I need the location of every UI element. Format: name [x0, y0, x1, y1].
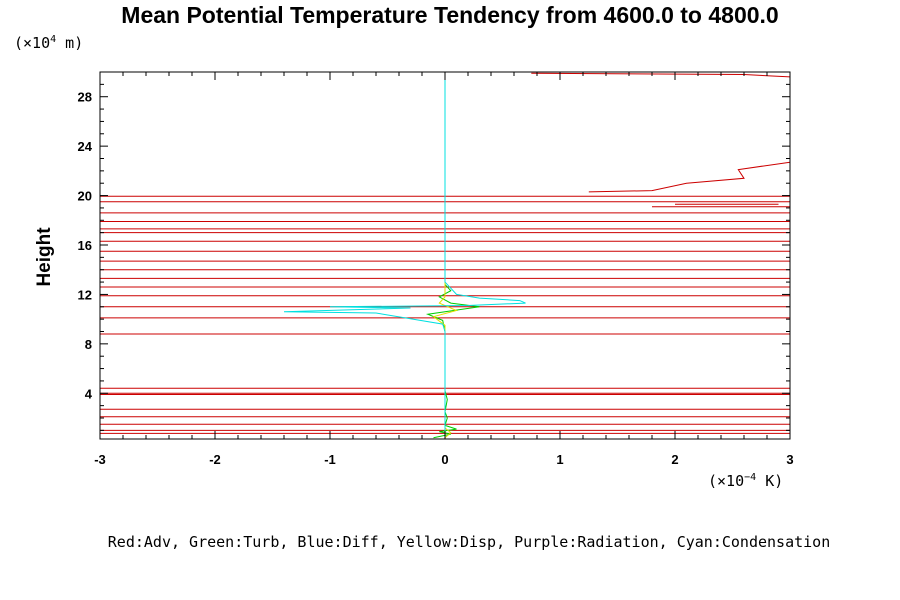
y-axis-unit: (×104 m)	[14, 34, 83, 52]
plot-clip-group	[100, 72, 790, 439]
x-tick-label: -3	[94, 452, 106, 467]
series-disp-line-0	[432, 195, 459, 439]
y-tick-label: 16	[78, 238, 92, 253]
x-unit-prefix: (×10	[708, 472, 745, 490]
y-tick-label: 24	[78, 139, 93, 154]
series-condensation-line-0	[283, 72, 526, 439]
y-tick-label: 20	[78, 189, 92, 204]
x-tick-label: 2	[671, 452, 678, 467]
y-axis-label: Height	[34, 227, 55, 287]
y-tick-label: 12	[78, 287, 92, 302]
y-unit-prefix: (×10	[14, 34, 51, 52]
x-tick-label: -2	[209, 452, 221, 467]
series-adv-line-26	[588, 161, 790, 193]
x-unit-suffix: K)	[756, 472, 784, 490]
series-layer	[100, 72, 790, 439]
y-unit-suffix: m)	[56, 34, 84, 52]
y-tick-label: 4	[85, 386, 93, 401]
x-unit-exponent: −4	[744, 472, 757, 483]
y-tick-label: 8	[85, 337, 92, 352]
y-tick-label: 28	[78, 90, 92, 105]
series-adv-line-27	[531, 72, 790, 78]
x-tick-label: 3	[786, 452, 793, 467]
y-unit-exponent: 4	[50, 34, 57, 45]
x-axis-unit: (×10−4 K)	[708, 472, 783, 490]
x-tick-label: 0	[441, 452, 448, 467]
x-tick-label: -1	[324, 452, 336, 467]
legend-text: Red:Adv, Green:Turb, Blue:Diff, Yellow:D…	[107, 533, 831, 551]
chart-title: Mean Potential Temperature Tendency from…	[121, 2, 779, 28]
x-tick-label: 1	[556, 452, 563, 467]
